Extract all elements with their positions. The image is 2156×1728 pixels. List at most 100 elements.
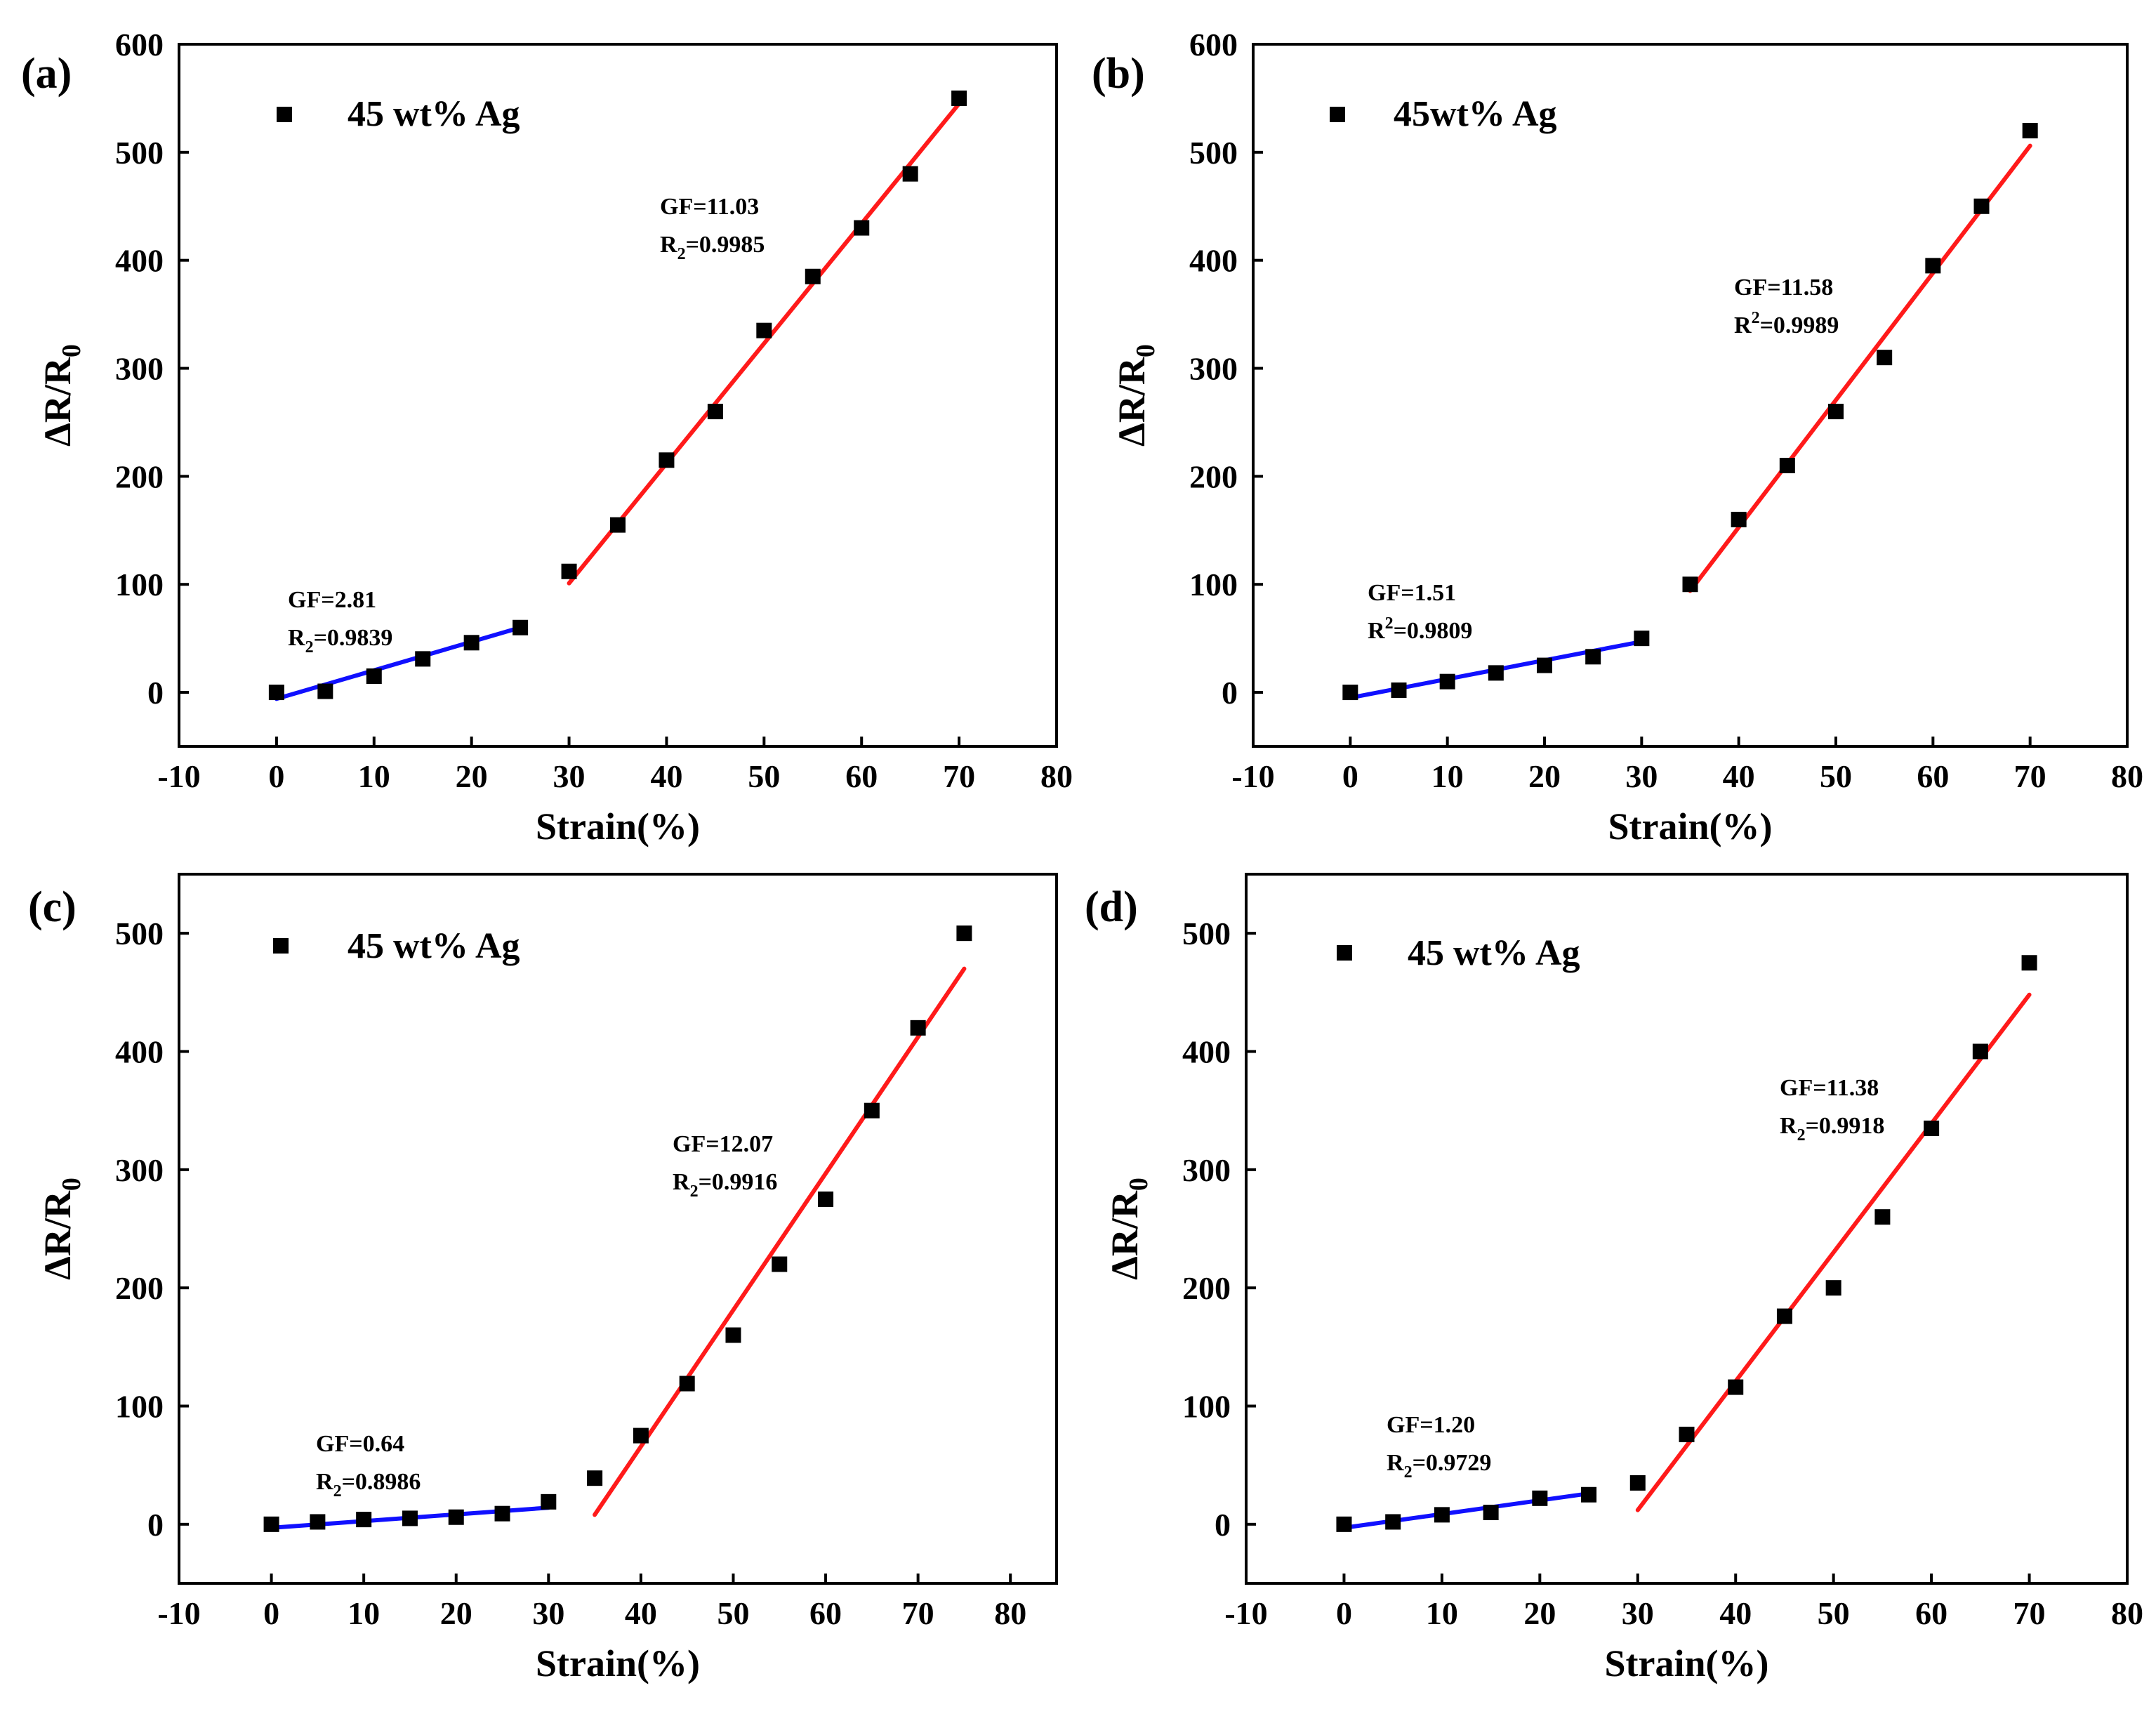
- annotation-r2: R2=0.9839: [288, 625, 392, 657]
- data-point: [1973, 198, 1990, 214]
- x-tick-label: 70: [2013, 1595, 2046, 1631]
- x-tick-label: 10: [1426, 1595, 1458, 1631]
- data-point: [512, 619, 529, 635]
- data-point: [610, 517, 626, 533]
- data-point: [2021, 955, 2037, 971]
- legend-marker: [273, 938, 289, 954]
- y-tick-label: 500: [1189, 135, 1238, 171]
- y-axis-title: ΔR/R0: [37, 1178, 86, 1280]
- x-tick-label: 60: [1915, 1595, 1947, 1631]
- data-point: [1532, 1490, 1548, 1506]
- data-point: [1776, 1308, 1792, 1324]
- data-point: [659, 452, 675, 468]
- y-tick-label: 600: [1189, 27, 1238, 62]
- x-tick-label: 30: [1625, 758, 1658, 794]
- x-tick-label: 0: [268, 758, 284, 794]
- data-point: [707, 404, 723, 420]
- data-point: [772, 1256, 788, 1272]
- x-tick-label: 20: [1523, 1595, 1556, 1631]
- data-point: [415, 651, 431, 667]
- y-tick-label: 0: [1215, 1507, 1231, 1543]
- panel-label: (c): [28, 883, 77, 931]
- data-point: [1779, 458, 1795, 473]
- data-point: [317, 683, 333, 699]
- fit-line-high-strain: [567, 101, 962, 586]
- x-tick-label: 0: [1336, 1595, 1352, 1631]
- x-tick-label: 40: [1719, 1595, 1752, 1631]
- data-point: [310, 1514, 326, 1530]
- data-point: [679, 1376, 695, 1392]
- data-point: [1537, 657, 1552, 673]
- data-point: [1728, 1379, 1744, 1395]
- data-point: [561, 563, 577, 579]
- data-point: [1925, 258, 1941, 274]
- y-tick-label: 200: [1182, 1270, 1231, 1306]
- y-tick-label: 300: [1182, 1152, 1231, 1188]
- data-point: [725, 1327, 741, 1343]
- annotation-gf: GF=2.81: [288, 587, 376, 613]
- x-tick-label: 0: [1342, 758, 1358, 794]
- data-point: [356, 1512, 372, 1528]
- data-point: [587, 1470, 603, 1486]
- annotation-gf: GF=1.51: [1368, 580, 1456, 606]
- x-tick-label: 20: [456, 758, 488, 794]
- annotation-gf: GF=1.20: [1387, 1412, 1475, 1438]
- x-tick-label: 60: [809, 1595, 842, 1631]
- legend-label: 45 wt% Ag: [348, 926, 520, 966]
- annotation-r2: R2=0.9918: [1780, 1113, 1884, 1145]
- data-point: [956, 925, 972, 942]
- annotation-r2: R2=0.9809: [1368, 614, 1472, 644]
- data-point: [1924, 1120, 1940, 1136]
- data-point: [1488, 665, 1504, 681]
- annotation-r2: R2=0.9916: [673, 1169, 777, 1201]
- x-tick-label: 30: [553, 758, 586, 794]
- y-tick-label: 500: [115, 916, 164, 951]
- x-tick-label: 80: [994, 1595, 1026, 1631]
- y-tick-label: 100: [115, 567, 164, 602]
- x-tick-label: -10: [1231, 758, 1274, 794]
- fit-line-high-strain: [1635, 992, 2032, 1512]
- y-tick-label: 300: [115, 1152, 164, 1188]
- x-tick-label: 10: [348, 1595, 380, 1631]
- annotation-r2: R2=0.9729: [1387, 1450, 1491, 1482]
- panel-label: (a): [21, 50, 72, 98]
- legend-marker: [277, 107, 292, 122]
- data-point: [541, 1493, 557, 1510]
- x-tick-label: 60: [1917, 758, 1949, 794]
- data-point: [756, 322, 772, 338]
- y-axis-title: ΔR/R0: [1104, 1178, 1153, 1280]
- y-tick-label: 200: [115, 1270, 164, 1306]
- fit-line-high-strain: [593, 966, 967, 1517]
- data-point: [1434, 1507, 1450, 1523]
- annotation-r2: R2=0.9989: [1734, 309, 1839, 338]
- x-tick-label: 10: [358, 758, 390, 794]
- x-tick-label: 50: [717, 1595, 749, 1631]
- y-tick-label: 100: [1182, 1389, 1231, 1425]
- x-tick-label: 40: [625, 1595, 657, 1631]
- annotation-gf: GF=11.03: [660, 194, 759, 220]
- data-point: [2022, 123, 2038, 139]
- data-point: [1874, 1209, 1891, 1225]
- x-tick-label: 70: [2014, 758, 2046, 794]
- x-tick-label: 80: [2111, 758, 2143, 794]
- data-point: [633, 1427, 649, 1444]
- data-point: [1581, 1486, 1597, 1503]
- y-axis-title: ΔR/R0: [37, 344, 86, 447]
- annotation-gf: GF=0.64: [316, 1431, 404, 1457]
- x-tick-label: 10: [1431, 758, 1464, 794]
- y-tick-label: 0: [147, 1507, 164, 1543]
- data-point: [463, 635, 480, 651]
- legend-label: 45wt% Ag: [1394, 94, 1557, 134]
- y-tick-label: 400: [115, 1034, 164, 1070]
- data-point: [1391, 682, 1407, 698]
- x-tick-label: 30: [1622, 1595, 1654, 1631]
- legend-marker: [1337, 945, 1352, 961]
- data-point: [263, 1516, 279, 1532]
- x-tick-label: 40: [650, 758, 682, 794]
- data-point: [1385, 1514, 1401, 1530]
- panel-label: (b): [1092, 50, 1145, 98]
- x-tick-label: -10: [157, 1595, 200, 1631]
- chart-panel-3: -10 0 10 20 30 40 50 60 70 80 0 100 200 300 400 500 Stra…: [28, 873, 1058, 1684]
- data-point: [1731, 511, 1747, 527]
